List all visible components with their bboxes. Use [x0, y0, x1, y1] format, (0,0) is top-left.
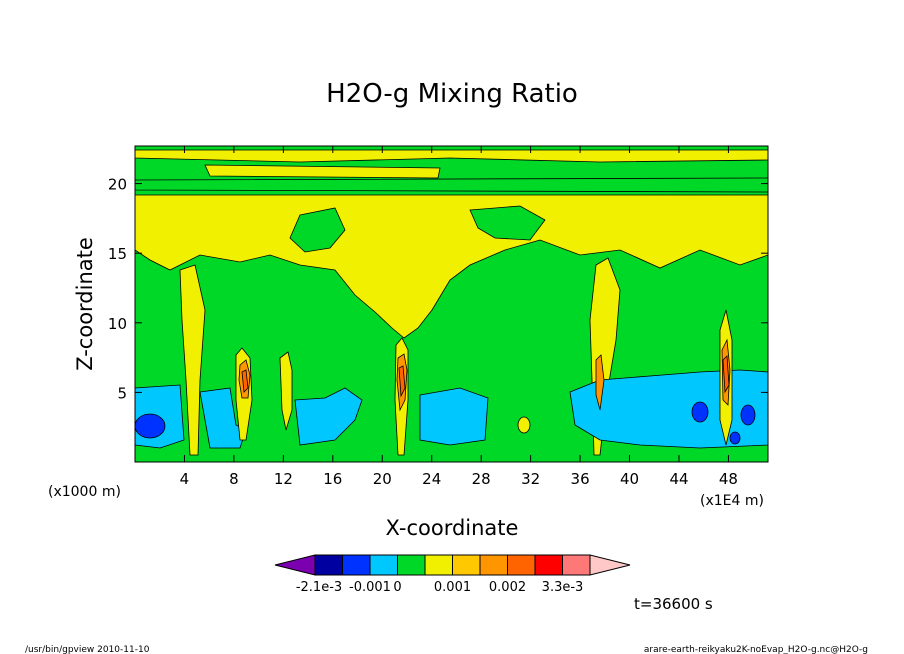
y-tick-label: 20	[108, 176, 127, 194]
core-48-red	[722, 355, 730, 394]
colorbar-box	[562, 554, 591, 576]
x-tick-label: 32	[521, 470, 540, 488]
core-12	[279, 351, 293, 431]
colorbar-label: 3.3e-3	[542, 580, 584, 595]
x-ticks: 4 8 12 16 20 24 28 32 36 40 44 48	[180, 146, 738, 488]
time-label: t=36600 s	[634, 595, 713, 613]
colorbar-labels: -2.1e-3 -0.001 0 0.001 0.002 3.3e-3	[296, 580, 583, 595]
colorbar-arrow-high	[589, 554, 631, 576]
x-tick-label: 8	[229, 470, 239, 488]
cyan-16-20	[294, 387, 363, 446]
cyan-24-28	[419, 387, 489, 446]
y-tick-label: 10	[108, 315, 127, 333]
x-unit-left: (x1000 m)	[48, 484, 121, 500]
core-21-red	[398, 365, 406, 398]
x-tick-label: 44	[669, 470, 688, 488]
colorbar-box	[452, 554, 481, 576]
colorbar-box	[369, 554, 398, 576]
colorbar-arrow-low	[274, 554, 316, 576]
footer-right: arare-earth-reikyaku2K-noEvap_H2O-g.nc@H…	[644, 645, 868, 654]
colorbar-box	[479, 554, 508, 576]
x-axis-label: X-coordinate	[386, 516, 519, 540]
plume-yellow-4	[179, 264, 206, 456]
colorbar	[274, 554, 631, 576]
colorbar-box	[397, 554, 426, 576]
blue-pocket-right-2	[740, 404, 756, 426]
yellow-strip-top	[204, 164, 441, 179]
cyan-40-50	[569, 369, 768, 449]
x-tick-label: 16	[323, 470, 342, 488]
y-tick-label: 5	[117, 384, 127, 402]
x-tick-label: 40	[620, 470, 639, 488]
colorbar-box	[314, 554, 343, 576]
x-tick-label: 48	[719, 470, 738, 488]
x-tick-label: 12	[274, 470, 293, 488]
blue-pocket-left	[135, 413, 166, 439]
x-tick-label: 24	[422, 470, 441, 488]
colorbar-label: 0.001	[434, 580, 471, 595]
x-tick-label: 4	[180, 470, 190, 488]
colorbar-label: -0.001	[349, 580, 391, 595]
x-tick-label: 36	[571, 470, 590, 488]
chart-title: H2O-g Mixing Ratio	[326, 79, 578, 109]
colorbar-box	[534, 554, 563, 576]
colorbar-label: 0	[393, 580, 401, 595]
colorbar-box	[507, 554, 536, 576]
upper-green-strip	[135, 177, 768, 193]
core-37	[595, 354, 605, 411]
y-axis-label: Z-coordinate	[73, 237, 97, 371]
y-ticks: 5 10 15 20	[108, 176, 768, 402]
y-tick-label: 15	[108, 245, 127, 263]
colorbar-label: 0.002	[489, 580, 526, 595]
blue-pocket-right-3	[729, 431, 741, 445]
contour-fields	[135, 149, 768, 456]
colorbar-box	[424, 554, 453, 576]
x-tick-label: 20	[373, 470, 392, 488]
upper-yellow-band	[135, 149, 768, 163]
plot-frame	[134, 145, 769, 463]
x-tick-label: 28	[472, 470, 491, 488]
blue-pocket-right-1	[691, 401, 709, 423]
mid-green-hole	[289, 207, 346, 253]
mid-green-hole-2	[469, 205, 546, 241]
footer-left: /usr/bin/gpview 2010-11-10	[25, 645, 150, 654]
x-unit-right: (x1E4 m)	[700, 493, 764, 509]
core-8-red	[241, 369, 249, 393]
colorbar-label: -2.1e-3	[296, 580, 342, 595]
yellow-blob-32	[517, 416, 531, 434]
colorbar-box	[342, 554, 371, 576]
